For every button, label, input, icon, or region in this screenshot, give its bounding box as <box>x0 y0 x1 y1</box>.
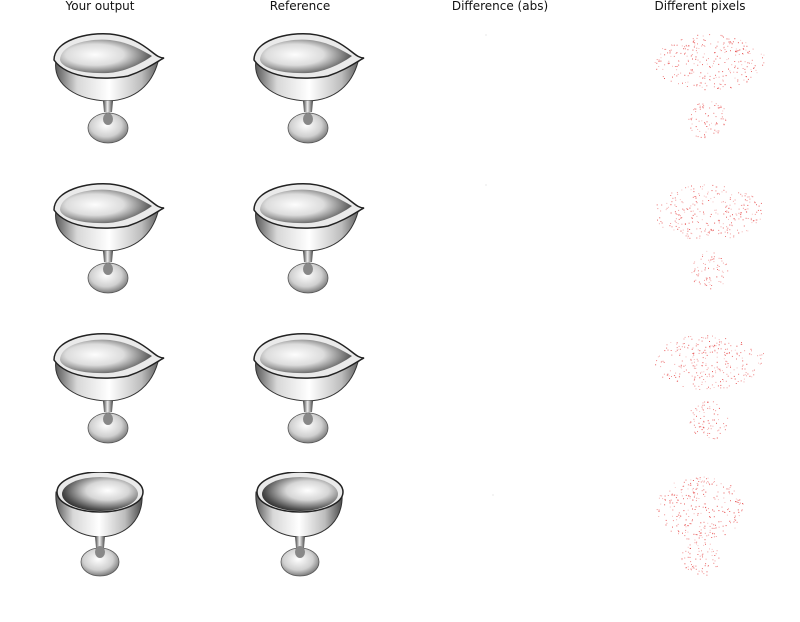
difference-abs-image <box>400 472 600 622</box>
your-output-render <box>0 322 200 472</box>
column-headers: Your output Reference Difference (abs) D… <box>0 0 800 16</box>
different-pixels-image <box>600 172 800 322</box>
your-output-render <box>0 472 200 622</box>
difference-abs-image <box>400 322 600 472</box>
different-pixels-image <box>600 472 800 622</box>
column-title-different-pixels: Different pixels <box>654 0 746 13</box>
column-title-difference: Difference (abs) <box>451 0 549 13</box>
reference-render <box>200 172 400 322</box>
column-title-reference: Reference <box>269 0 331 13</box>
reference-render <box>200 22 400 172</box>
difference-abs-image <box>400 172 600 322</box>
reference-render <box>200 322 400 472</box>
comparison-row <box>0 172 800 322</box>
different-pixels-image <box>600 22 800 172</box>
comparison-row <box>0 472 800 622</box>
different-pixels-image <box>600 322 800 472</box>
comparison-row <box>0 22 800 172</box>
column-title-your-output: Your output <box>65 0 135 13</box>
reference-render <box>200 472 400 622</box>
your-output-render <box>0 172 200 322</box>
difference-abs-image <box>400 22 600 172</box>
comparison-row <box>0 322 800 472</box>
your-output-render <box>0 22 200 172</box>
